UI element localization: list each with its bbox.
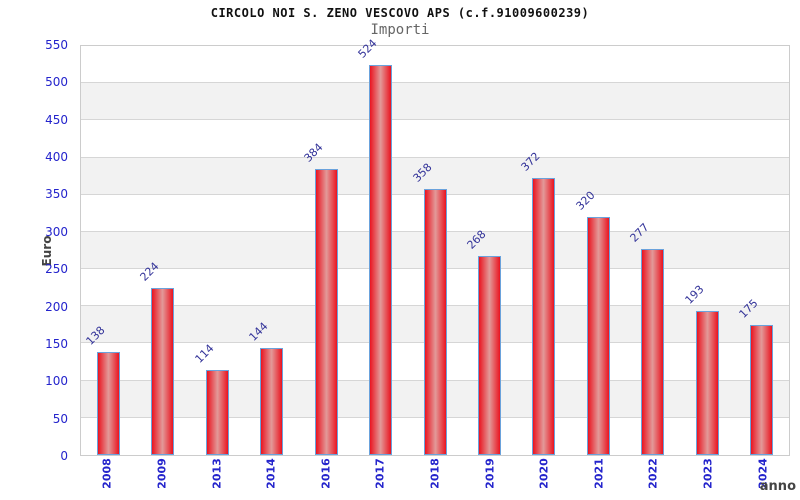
y-tick-label: 450: [45, 112, 68, 127]
gridline: [81, 119, 789, 121]
bar[interactable]: [641, 249, 665, 455]
plot-band: [81, 46, 789, 83]
bar-slot: 277: [628, 221, 665, 455]
y-tick-label: 100: [45, 374, 68, 389]
bar[interactable]: [586, 217, 610, 455]
y-tick-label: 250: [45, 262, 68, 277]
y-tick-label: 200: [45, 299, 68, 314]
x-tick-label: 2008: [100, 458, 114, 489]
x-tick-label: 2020: [537, 458, 551, 489]
x-tick-label: 2014: [264, 458, 278, 489]
bar-slot: 268: [464, 227, 501, 455]
x-tick-label: 2019: [483, 458, 497, 489]
bar-slot: 358: [410, 160, 447, 455]
y-tick-label: 550: [45, 38, 68, 52]
y-axis-tick-labels: 0 50 100 150 200 250 300 350 400 450 500 550: [0, 39, 74, 462]
bar-slot: 144: [247, 320, 284, 455]
bar[interactable]: [260, 347, 284, 455]
bar-slot: 114: [192, 342, 229, 455]
bar-slot: 384: [301, 141, 338, 455]
y-tick-label: 400: [45, 150, 68, 165]
bar[interactable]: [750, 324, 774, 455]
chart-title: CIRCOLO NOI S. ZENO VESCOVO APS (c.f.910…: [210, 6, 590, 20]
x-tick-label: 2021: [592, 458, 606, 489]
bar[interactable]: [314, 169, 338, 455]
x-axis-tick-labels: 2008 2009 2013 2014 2016 2017 2018 2019 2020 2021…: [80, 457, 790, 500]
bar-slot: 175: [737, 297, 774, 455]
bar[interactable]: [151, 288, 175, 455]
plot-band: [81, 120, 789, 157]
plot-band: [81, 83, 789, 121]
gridline: [81, 156, 789, 158]
chart-subtitle: Importi: [370, 22, 430, 38]
bar-slot: 193: [682, 283, 719, 455]
x-tick-label: 2017: [373, 458, 387, 489]
y-tick-label: 0: [60, 449, 68, 463]
plot-band: [81, 157, 789, 195]
y-tick-label: 50: [52, 411, 68, 426]
bar-slot: 320: [573, 189, 610, 455]
x-tick-label: 2022: [646, 458, 660, 489]
y-tick-label: 150: [45, 336, 68, 351]
y-tick-label: 300: [45, 224, 68, 239]
x-tick-label: 2013: [210, 458, 224, 489]
y-tick-label: 500: [45, 75, 68, 90]
bar[interactable]: [423, 188, 447, 455]
x-tick-label: 2023: [701, 458, 715, 489]
bar-slot: 524: [356, 37, 393, 455]
bar-slot: 138: [83, 324, 120, 455]
bar-slot: 224: [138, 260, 175, 455]
x-tick-label: 2009: [155, 458, 169, 489]
bar[interactable]: [369, 65, 393, 455]
bar[interactable]: [205, 370, 229, 455]
y-tick-label: 350: [45, 187, 68, 202]
bar[interactable]: [532, 178, 556, 455]
x-tick-label: 2018: [428, 458, 442, 489]
gridline: [81, 82, 789, 84]
bar[interactable]: [695, 311, 719, 455]
plot-area: 138 224 114 144 384 524 358 268 372 320 277 193 175: [80, 37, 790, 456]
bar[interactable]: [477, 255, 501, 455]
bar-slot: 372: [519, 150, 556, 455]
bar[interactable]: [96, 352, 120, 455]
x-axis-title: anno: [759, 479, 796, 494]
x-tick-label: 2016: [319, 458, 333, 489]
